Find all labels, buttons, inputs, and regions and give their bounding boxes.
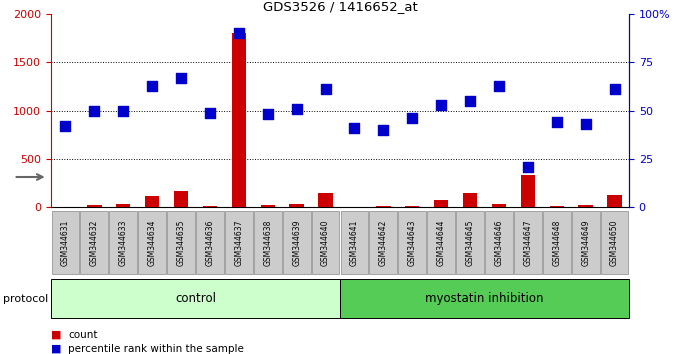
Text: GSM344631: GSM344631: [61, 219, 70, 266]
FancyBboxPatch shape: [572, 211, 600, 274]
Bar: [579, 205, 593, 207]
Text: GSM344645: GSM344645: [466, 219, 475, 266]
Point: [378, 127, 389, 133]
FancyBboxPatch shape: [543, 211, 571, 274]
Point: [60, 123, 71, 129]
Text: GSM344647: GSM344647: [524, 219, 532, 266]
Bar: [203, 206, 217, 207]
Point: [175, 75, 186, 81]
Text: GSM344649: GSM344649: [581, 219, 590, 266]
Bar: [232, 33, 246, 207]
Text: GSM344633: GSM344633: [119, 219, 128, 266]
Point: [349, 125, 360, 131]
Bar: [434, 200, 448, 207]
Bar: [318, 193, 333, 207]
Point: [147, 83, 158, 88]
FancyBboxPatch shape: [138, 211, 166, 274]
Point: [551, 119, 562, 125]
Point: [89, 108, 100, 113]
Bar: [174, 191, 188, 207]
FancyBboxPatch shape: [254, 211, 282, 274]
Point: [464, 98, 475, 104]
FancyBboxPatch shape: [340, 279, 629, 318]
Text: count: count: [68, 330, 97, 339]
Bar: [116, 204, 131, 207]
Bar: [607, 195, 622, 207]
FancyBboxPatch shape: [456, 211, 484, 274]
Point: [233, 30, 244, 36]
Text: GSM344648: GSM344648: [552, 219, 561, 266]
FancyBboxPatch shape: [427, 211, 455, 274]
FancyBboxPatch shape: [167, 211, 195, 274]
Text: percentile rank within the sample: percentile rank within the sample: [68, 344, 244, 354]
FancyBboxPatch shape: [52, 211, 80, 274]
Text: myostatin inhibition: myostatin inhibition: [425, 292, 544, 305]
Bar: [463, 193, 477, 207]
FancyBboxPatch shape: [109, 211, 137, 274]
Title: GDS3526 / 1416652_at: GDS3526 / 1416652_at: [262, 0, 418, 13]
Text: GSM344642: GSM344642: [379, 219, 388, 266]
FancyBboxPatch shape: [283, 211, 311, 274]
FancyBboxPatch shape: [485, 211, 513, 274]
Text: GSM344643: GSM344643: [408, 219, 417, 266]
Text: GSM344644: GSM344644: [437, 219, 445, 266]
Text: GSM344641: GSM344641: [350, 219, 359, 266]
Point: [494, 83, 505, 88]
Text: GSM344632: GSM344632: [90, 219, 99, 266]
Text: GSM344637: GSM344637: [235, 219, 243, 266]
FancyBboxPatch shape: [514, 211, 542, 274]
FancyBboxPatch shape: [369, 211, 397, 274]
Bar: [376, 206, 390, 207]
Point: [522, 164, 533, 170]
Text: ■: ■: [51, 330, 61, 339]
Text: GSM344636: GSM344636: [205, 219, 214, 266]
FancyBboxPatch shape: [196, 211, 224, 274]
Point: [407, 115, 418, 121]
Text: GSM344634: GSM344634: [148, 219, 156, 266]
FancyBboxPatch shape: [398, 211, 426, 274]
Bar: [87, 205, 101, 207]
Point: [320, 87, 331, 92]
FancyBboxPatch shape: [600, 211, 628, 274]
Bar: [405, 206, 420, 207]
FancyBboxPatch shape: [80, 211, 108, 274]
Text: GSM344640: GSM344640: [321, 219, 330, 266]
Text: GSM344635: GSM344635: [177, 219, 186, 266]
FancyBboxPatch shape: [51, 279, 340, 318]
Text: GSM344650: GSM344650: [610, 219, 619, 266]
Point: [118, 108, 129, 113]
Point: [262, 112, 273, 117]
Text: GSM344638: GSM344638: [263, 219, 272, 266]
FancyBboxPatch shape: [225, 211, 253, 274]
Point: [580, 121, 591, 127]
Point: [291, 106, 302, 112]
Point: [205, 110, 216, 115]
FancyBboxPatch shape: [341, 211, 369, 274]
Bar: [145, 195, 159, 207]
Bar: [290, 204, 304, 207]
Text: protocol: protocol: [3, 294, 49, 304]
Point: [436, 102, 447, 108]
Point: [609, 87, 620, 92]
Text: control: control: [175, 292, 216, 305]
Text: ■: ■: [51, 344, 61, 354]
FancyBboxPatch shape: [311, 211, 339, 274]
Bar: [492, 204, 506, 207]
Bar: [260, 205, 275, 207]
Text: GSM344646: GSM344646: [494, 219, 503, 266]
Text: GSM344639: GSM344639: [292, 219, 301, 266]
Bar: [549, 206, 564, 207]
Bar: [521, 175, 535, 207]
